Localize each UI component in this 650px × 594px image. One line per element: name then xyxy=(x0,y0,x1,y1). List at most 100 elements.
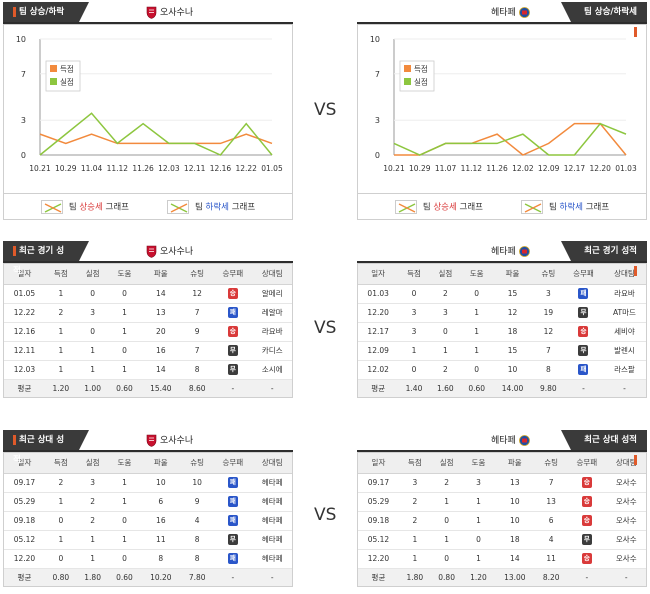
cell-s: 3 xyxy=(532,284,565,304)
result-cell: 승 xyxy=(564,322,603,342)
table-row: 12.02 0 2 0 10 8 패 라스팔 xyxy=(358,360,646,380)
legend-swatch xyxy=(50,78,57,85)
vs-label-1: VS xyxy=(314,100,337,120)
cell-a: 0 xyxy=(108,511,141,531)
trend-header-left: 팀 상승/하락세 오사수나 xyxy=(3,2,293,37)
trend-legend-bar-left: 팀 상승세 그래프 팀 하락세 그래프 xyxy=(3,194,293,220)
result-cell: 패 xyxy=(213,549,253,569)
cell-a: 0 xyxy=(108,549,141,569)
cell-s: 6 xyxy=(535,511,568,531)
cell-g: 1 xyxy=(44,322,77,342)
cell-f: 6 xyxy=(140,492,182,512)
column-header: 승무패 xyxy=(213,453,253,474)
result-badge: 무 xyxy=(581,534,592,545)
cell-opp: AT마드 xyxy=(602,303,646,323)
cell-opp: 헤타페 xyxy=(252,473,292,493)
cell-opp: 오사수 xyxy=(606,492,646,512)
result-cell: 승 xyxy=(213,284,253,304)
cell-date: 01.05 xyxy=(4,284,45,304)
column-header: 득점 xyxy=(44,264,77,285)
cell-a: 1 xyxy=(108,492,141,512)
h2h-header-left: 최근 상대 성적 오사수나 xyxy=(3,430,293,465)
cell-date: 12.03 xyxy=(4,360,45,380)
trend-title-right: 팀 상승/하락세 xyxy=(561,2,647,37)
result-cell: 무 xyxy=(213,341,253,361)
average-row: 평균 1.40 1.60 0.60 14.00 9.80- - xyxy=(358,379,646,397)
cell-f: 20 xyxy=(140,322,182,342)
legend-label: 실점 xyxy=(60,77,74,87)
cell-a: 0 xyxy=(108,341,141,361)
x-tick-label: 11.07 xyxy=(435,164,457,173)
result-cell: 승 xyxy=(567,511,607,531)
cell-a: 0 xyxy=(461,284,493,304)
x-tick-label: 11.12 xyxy=(107,164,129,173)
avg-cell-opp: - xyxy=(602,379,646,397)
column-header: 파울 xyxy=(494,453,536,474)
cell-opp: 헤타페 xyxy=(252,492,292,512)
avg-cell-label: 평균 xyxy=(358,568,399,586)
x-tick-label: 01.03 xyxy=(615,164,637,173)
avg-cell-s: 8.20 xyxy=(535,568,568,586)
result-badge: 승 xyxy=(581,477,592,488)
average-row: 평균 1.20 1.00 0.60 15.40 8.60- - xyxy=(4,379,292,397)
result-badge: 승 xyxy=(581,553,592,564)
cell-c: 1 xyxy=(429,341,462,361)
column-header: 슈팅 xyxy=(535,453,568,474)
avg-cell-c: 1.80 xyxy=(76,568,109,586)
cell-date: 05.12 xyxy=(4,530,45,550)
table-row: 12.03 1 1 1 14 8 무 소시에 xyxy=(4,360,292,380)
column-header: 일자 xyxy=(358,453,399,474)
cell-c: 2 xyxy=(76,492,109,512)
cell-opp: 발렌시 xyxy=(602,341,646,361)
cell-g: 1 xyxy=(44,360,77,380)
recent-panel-right: 헤타페 최근 경기 성적 일자 득점 실점 도움 파울 슈팅 승무패 상대팀 01.03 0 2 0 1… xyxy=(357,241,647,398)
avg-cell-r: - xyxy=(567,568,607,586)
cell-f: 10 xyxy=(494,492,536,512)
y-tick-label: 10 xyxy=(370,35,380,44)
table-row: 12.20 3 3 1 12 19 무 AT마드 xyxy=(358,303,646,323)
column-header: 실점 xyxy=(76,264,109,285)
column-header: 상대팀 xyxy=(252,453,292,474)
y-tick-label: 3 xyxy=(21,116,26,125)
result-badge: 승 xyxy=(578,326,589,337)
result-badge: 패 xyxy=(578,288,589,299)
cell-f: 14 xyxy=(140,360,182,380)
result-cell: 무 xyxy=(567,530,607,550)
table-row: 05.29 1 2 1 6 9 패 헤타페 xyxy=(4,492,292,512)
result-badge: 패 xyxy=(227,515,238,526)
cell-f: 11 xyxy=(140,530,182,550)
result-cell: 승 xyxy=(567,492,607,512)
x-tick-label: 11.26 xyxy=(486,164,508,173)
cell-a: 0 xyxy=(461,360,493,380)
cell-g: 0 xyxy=(398,284,430,304)
cell-a: 1 xyxy=(108,303,141,323)
cell-c: 0 xyxy=(430,549,463,569)
result-cell: 패 xyxy=(564,360,603,380)
series-line-conceded xyxy=(393,122,627,156)
table-row: 12.16 1 0 1 20 9 승 라요바 xyxy=(4,322,292,342)
cell-date: 05.29 xyxy=(358,492,399,512)
graph-down-icon xyxy=(167,199,189,214)
cell-date: 09.17 xyxy=(358,473,399,493)
recent-header-right: 헤타페 최근 경기 성적 xyxy=(357,241,647,276)
column-header: 파울 xyxy=(492,264,533,285)
result-cell: 패 xyxy=(213,303,253,323)
column-header: 슈팅 xyxy=(532,264,565,285)
cell-a: 1 xyxy=(108,360,141,380)
cell-date: 12.17 xyxy=(358,322,399,342)
trend-panel-right: 헤타페 팀 상승/하락세 0 3 7 10 10.21 10.29 11.07 11.12 11… xyxy=(357,2,647,220)
result-cell: 무 xyxy=(213,360,253,380)
cell-g: 1 xyxy=(44,284,77,304)
x-tick-label: 12.03 xyxy=(158,164,180,173)
avg-cell-s: 8.60 xyxy=(181,379,214,397)
cell-g: 1 xyxy=(44,530,77,550)
cell-date: 12.22 xyxy=(4,303,45,323)
result-cell: 승 xyxy=(567,549,607,569)
cell-date: 09.17 xyxy=(4,473,45,493)
avg-cell-opp: - xyxy=(252,568,292,586)
cell-c: 0 xyxy=(429,322,462,342)
recent-table-box-right: 일자 득점 실점 도움 파울 슈팅 승무패 상대팀 01.03 0 2 0 15 3 패 라요바 12.20 3 3… xyxy=(357,263,647,398)
x-tick-label: 12.09 xyxy=(538,164,560,173)
column-header: 파울 xyxy=(140,453,182,474)
cell-g: 0 xyxy=(44,549,77,569)
